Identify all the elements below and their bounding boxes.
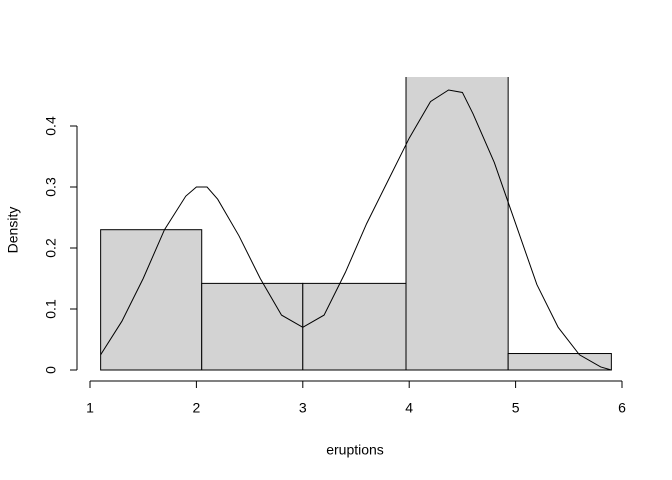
bar [405, 77, 509, 371]
y-tick-label: 0.2 [43, 238, 59, 258]
y-axis-label: Density [5, 207, 21, 254]
x-tick-label: 1 [86, 400, 94, 416]
y-tick-label: 0.1 [43, 299, 59, 319]
x-tick-label: 2 [193, 400, 201, 416]
x-axis-label: eruptions [326, 442, 384, 458]
bar [100, 229, 203, 371]
plot-area [100, 77, 612, 371]
y-tick-label: 0 [43, 366, 59, 374]
bar [201, 282, 304, 371]
x-tick-label: 6 [618, 400, 626, 416]
y-tick-label: 0.3 [43, 177, 59, 197]
bar [507, 353, 612, 371]
density-line [100, 89, 612, 371]
bar [302, 282, 407, 371]
x-tick-label: 4 [405, 400, 413, 416]
x-tick-label: 5 [512, 400, 520, 416]
y-tick-label: 0.4 [43, 116, 59, 136]
x-tick-label: 3 [299, 400, 307, 416]
